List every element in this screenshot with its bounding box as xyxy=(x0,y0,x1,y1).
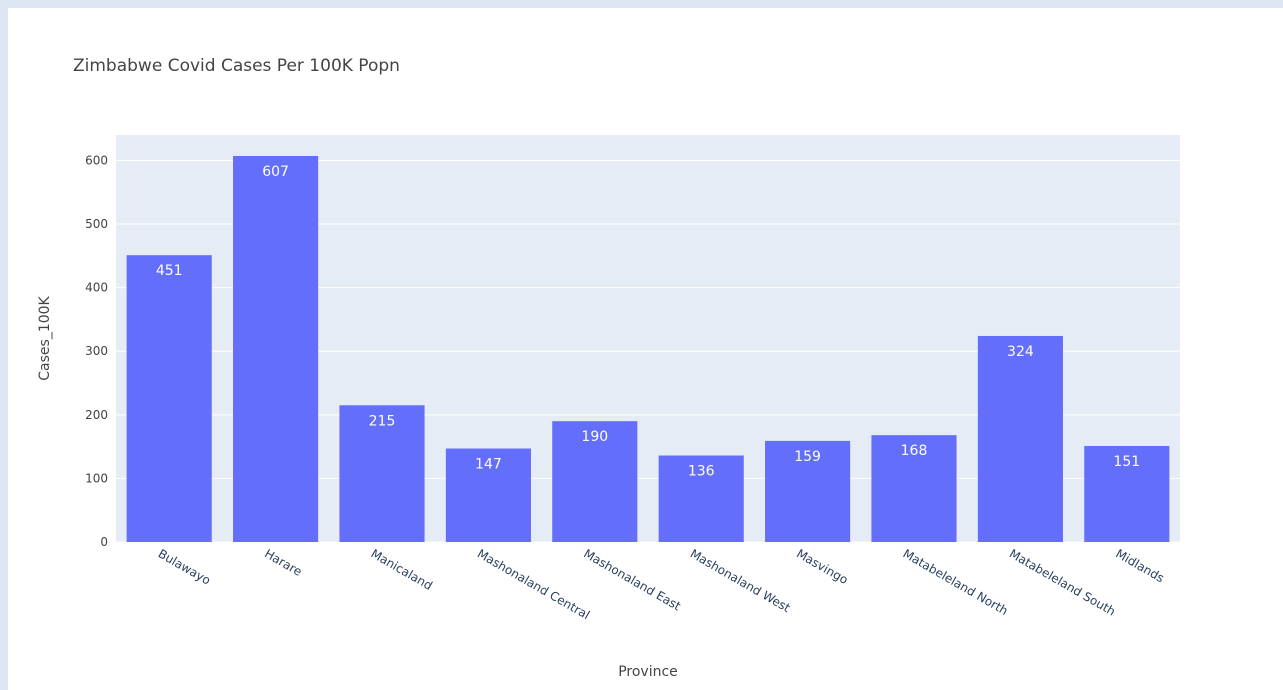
bar xyxy=(126,255,212,542)
bar-value-label: 136 xyxy=(688,464,715,480)
y-tick-label: 200 xyxy=(85,408,108,422)
bar xyxy=(871,435,957,542)
y-tick-label: 100 xyxy=(85,471,108,485)
bar-value-label: 324 xyxy=(1007,344,1034,360)
bar-data-labels: 451 607 215 147 190 136 159 168 324 151 xyxy=(156,164,1140,480)
chart-title: Zimbabwe Covid Cases Per 100K Popn xyxy=(73,56,400,76)
bar xyxy=(233,155,319,542)
y-axis-title: Cases_100K xyxy=(37,295,53,380)
y-axis-ticks: 0 100 200 300 400 500 600 xyxy=(85,153,108,549)
bar xyxy=(658,455,744,542)
x-tick-label: Harare xyxy=(262,546,304,578)
bar-value-label: 607 xyxy=(262,164,289,180)
bar xyxy=(339,405,425,542)
bar xyxy=(552,421,638,542)
bar xyxy=(445,448,531,542)
y-tick-label: 600 xyxy=(85,153,108,167)
x-tick-label: Mashonaland East xyxy=(581,546,683,613)
bar-value-label: 147 xyxy=(475,457,502,473)
x-axis-ticks: Bulawayo Harare Manicaland Mashonaland Cent… xyxy=(156,546,1167,622)
bar-value-label: 159 xyxy=(794,449,821,465)
y-tick-label: 300 xyxy=(85,344,108,358)
x-tick-label: Bulawayo xyxy=(156,546,213,587)
x-tick-label: Matabeleland South xyxy=(1007,546,1118,618)
bar-value-label: 190 xyxy=(581,429,608,445)
bar xyxy=(977,335,1063,542)
bar-value-label: 215 xyxy=(369,413,396,429)
bar-value-label: 451 xyxy=(156,263,183,279)
x-tick-label: Mashonaland West xyxy=(688,546,793,615)
y-tick-label: 0 xyxy=(100,535,108,549)
y-tick-label: 500 xyxy=(85,217,108,231)
chart-container: 0 100 200 300 400 500 600 451 607 215 147 190 136 15… xyxy=(8,8,1283,690)
bar-chart: 0 100 200 300 400 500 600 451 607 215 147 190 136 15… xyxy=(37,56,1180,680)
bar-value-label: 151 xyxy=(1113,454,1140,470)
x-tick-label: Masvingo xyxy=(794,546,850,587)
x-axis-title: Province xyxy=(618,664,678,680)
bar xyxy=(765,440,851,542)
bars xyxy=(126,155,1170,542)
x-tick-label: Mashonaland Central xyxy=(475,546,592,622)
x-tick-label: Manicaland xyxy=(369,546,435,592)
bar xyxy=(1084,445,1170,542)
x-tick-label: Midlands xyxy=(1113,546,1166,585)
bar-value-label: 168 xyxy=(901,443,928,459)
x-tick-label: Matabeleland North xyxy=(901,546,1011,618)
y-tick-label: 400 xyxy=(85,281,108,295)
